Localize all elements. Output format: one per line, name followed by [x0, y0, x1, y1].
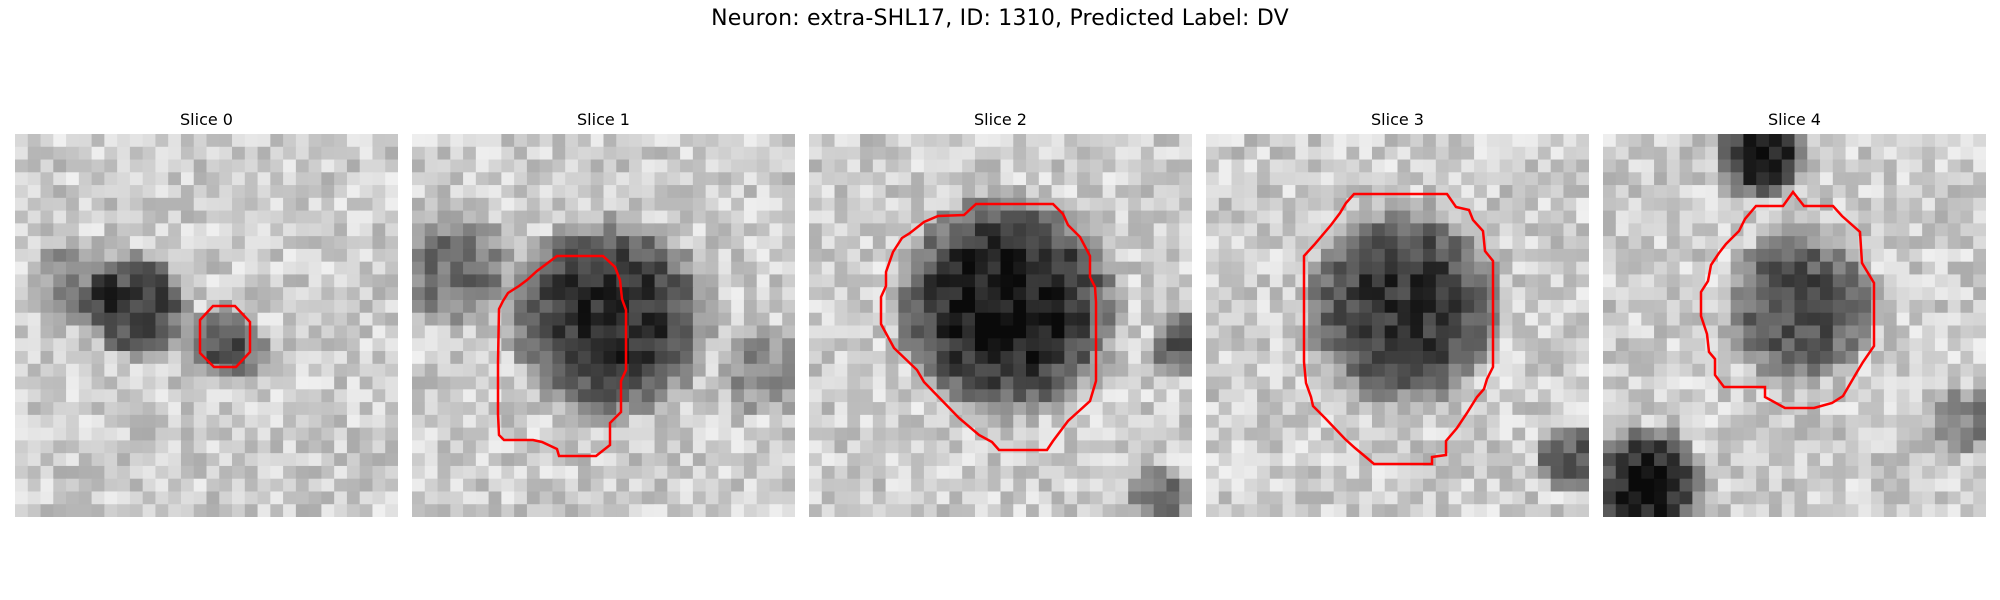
slice-image	[1603, 134, 1986, 517]
pixel-grid	[809, 134, 1192, 517]
figure-title: Neuron: extra-SHL17, ID: 1310, Predicted…	[711, 6, 1289, 31]
segmentation-contour	[1302, 192, 1495, 466]
slice-image	[15, 134, 398, 517]
slice-image	[809, 134, 1192, 517]
segmentation-contour	[879, 202, 1098, 452]
segmentation-contour	[1699, 189, 1876, 410]
slice-image	[1206, 134, 1589, 517]
slice-title: Slice 3	[1371, 110, 1424, 129]
slice-title: Slice 2	[974, 110, 1027, 129]
pixel-grid	[15, 134, 398, 517]
pixel-grid	[1206, 134, 1589, 517]
slice-panel-3: Slice 3	[1206, 110, 1589, 517]
slice-panel-1: Slice 1	[412, 110, 795, 517]
pixel-grid	[1603, 134, 1986, 517]
slice-panel-2: Slice 2	[809, 110, 1192, 517]
slice-title: Slice 4	[1768, 110, 1821, 129]
slice-panel-4: Slice 4	[1603, 110, 1986, 517]
segmentation-contour	[496, 254, 628, 458]
slice-title: Slice 0	[180, 110, 233, 129]
slice-image	[412, 134, 795, 517]
segmentation-contour	[198, 304, 252, 369]
slice-title: Slice 1	[577, 110, 630, 129]
pixel-grid	[412, 134, 795, 517]
slice-panel-0: Slice 0	[15, 110, 398, 517]
